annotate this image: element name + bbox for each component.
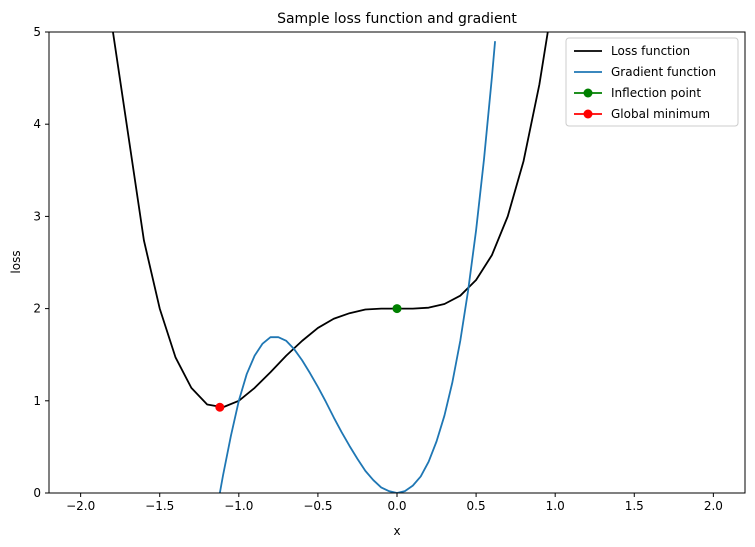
loss-function-line — [112, 32, 549, 409]
x-tick-label: −0.5 — [303, 499, 332, 513]
x-tick-label: −1.5 — [145, 499, 174, 513]
legend-entries: Loss function Gradient function Inflection… — [574, 44, 716, 121]
x-tick-label: −2.0 — [66, 499, 95, 513]
x-tick-label: 0.5 — [467, 499, 486, 513]
chart-title: Sample loss function and gradient — [277, 11, 517, 27]
inflection-point-marker — [392, 304, 402, 314]
x-tick-label: 1.0 — [546, 499, 565, 513]
x-tick-label: 2.0 — [704, 499, 723, 513]
x-tick-label: 1.5 — [625, 499, 644, 513]
x-axis-label: x — [393, 524, 400, 538]
y-tick-label: 2 — [33, 302, 41, 316]
y-tick-label: 3 — [33, 209, 41, 223]
legend: Loss function Gradient function Inflection… — [565, 37, 739, 127]
x-tick-label: 0.0 — [387, 499, 406, 513]
y-tick-label: 5 — [33, 25, 41, 39]
legend-label-inflection-point: Inflection point — [611, 86, 701, 100]
legend-marker-inflection-point — [583, 88, 593, 98]
legend-box — [565, 37, 739, 127]
legend-label-gradient-function: Gradient function — [611, 65, 716, 79]
x-tick-label: −1.0 — [224, 499, 253, 513]
legend-label-loss-function: Loss function — [611, 44, 690, 58]
y-tick-label: 1 — [33, 394, 41, 408]
global-minimum-marker — [215, 402, 225, 412]
series-layer — [112, 32, 549, 493]
legend-label-global-minimum: Global minimum — [611, 107, 710, 121]
legend-marker-global-minimum — [583, 109, 593, 119]
y-axis-label: loss — [9, 250, 23, 273]
y-axis-ticks: 0 1 2 3 4 5 — [33, 25, 49, 500]
marker-layer — [215, 304, 402, 412]
y-tick-label: 4 — [33, 117, 41, 131]
y-tick-label: 0 — [33, 486, 41, 500]
x-axis-ticks: −2.0 −1.5 −1.0 −0.5 0.0 0.5 1.0 1.5 2.0 — [66, 493, 723, 513]
gradient-function-line — [218, 41, 496, 493]
